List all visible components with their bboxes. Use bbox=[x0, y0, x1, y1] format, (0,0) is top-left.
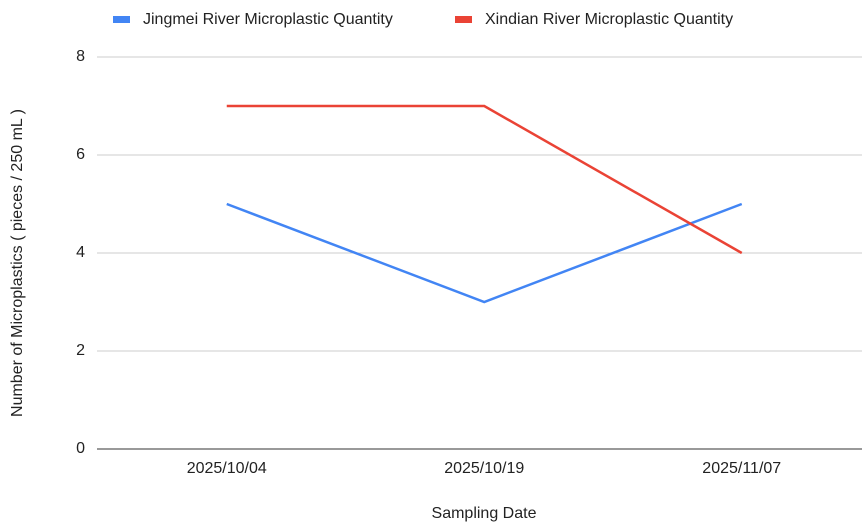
legend-swatch bbox=[455, 16, 472, 23]
x-tick-label: 2025/10/19 bbox=[444, 460, 524, 477]
x-tick-label: 2025/10/04 bbox=[187, 460, 267, 477]
y-tick-label: 2 bbox=[76, 342, 85, 359]
y-tick-label: 6 bbox=[76, 146, 85, 163]
legend-label: Jingmei River Microplastic Quantity bbox=[143, 11, 393, 28]
y-tick-label: 8 bbox=[76, 48, 85, 65]
y-axis-title: Number of Microplastics ( pieces / 250 m… bbox=[9, 109, 26, 417]
legend-swatch bbox=[113, 16, 130, 23]
x-tick-label: 2025/11/07 bbox=[702, 460, 781, 477]
line-series bbox=[226, 202, 743, 304]
y-tick-label: 0 bbox=[76, 440, 85, 457]
x-axis-title: Sampling Date bbox=[432, 505, 537, 522]
legend-label: Xindian River Microplastic Quantity bbox=[485, 11, 733, 28]
y-tick-label: 4 bbox=[76, 244, 85, 261]
line-series bbox=[226, 104, 743, 255]
